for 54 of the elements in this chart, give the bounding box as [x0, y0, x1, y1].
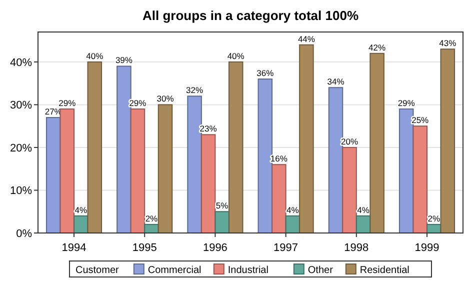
x-tick-label: 1995	[132, 242, 157, 254]
x-tick-label: 1998	[344, 242, 369, 254]
bar	[398, 108, 414, 234]
data-label: 4%	[74, 204, 88, 215]
chart-title: All groups in a category total 100%	[142, 8, 359, 23]
legend-label: Residential	[360, 265, 410, 276]
bar	[342, 146, 357, 234]
y-tick-label: 40%	[10, 56, 32, 69]
data-label: 34%	[327, 76, 345, 87]
bar	[200, 134, 216, 234]
bar	[258, 78, 273, 234]
bar	[87, 61, 102, 234]
bar	[158, 104, 173, 234]
bar	[299, 44, 314, 234]
bar	[370, 52, 384, 234]
y-tick-label: 0%	[16, 228, 32, 240]
data-label: 36%	[256, 68, 274, 78]
bar	[272, 164, 286, 234]
bar	[328, 87, 344, 234]
x-tick-label: 1996	[202, 242, 228, 254]
x-tick-label: 1999	[414, 242, 440, 254]
data-label: 30%	[156, 94, 174, 104]
y-tick-label: 20%	[10, 142, 32, 154]
bar	[187, 96, 202, 234]
data-label: 40%	[86, 50, 104, 61]
bar	[228, 61, 244, 234]
data-label: 2%	[428, 213, 440, 224]
data-label: 4%	[286, 204, 300, 215]
bar	[440, 48, 456, 234]
bar	[60, 108, 75, 234]
data-label: 40%	[227, 50, 245, 61]
x-tick-label: 1997	[274, 242, 298, 254]
bar	[214, 211, 230, 234]
data-label: 5%	[216, 200, 229, 211]
data-label: 39%	[115, 55, 133, 66]
y-tick-label: 30%	[10, 100, 32, 112]
bar	[130, 108, 146, 234]
legend-label: Commercial	[148, 265, 202, 276]
bar	[412, 126, 428, 234]
data-label: 2%	[145, 213, 158, 224]
data-label: 32%	[186, 85, 204, 96]
legend-label: Other	[308, 265, 334, 276]
y-tick-label: 10%	[10, 185, 32, 198]
legend-title: Customer	[76, 265, 120, 276]
bar	[116, 66, 132, 234]
data-label: 42%	[368, 42, 386, 52]
data-label: 29%	[398, 98, 416, 108]
data-label: 44%	[298, 34, 316, 44]
data-label: 4%	[357, 204, 370, 215]
bar	[46, 117, 61, 234]
x-tick-label: 1994	[62, 242, 86, 254]
data-label: 29%	[58, 98, 76, 108]
data-label: 43%	[439, 38, 457, 48]
legend-label: Industrial	[228, 265, 268, 276]
